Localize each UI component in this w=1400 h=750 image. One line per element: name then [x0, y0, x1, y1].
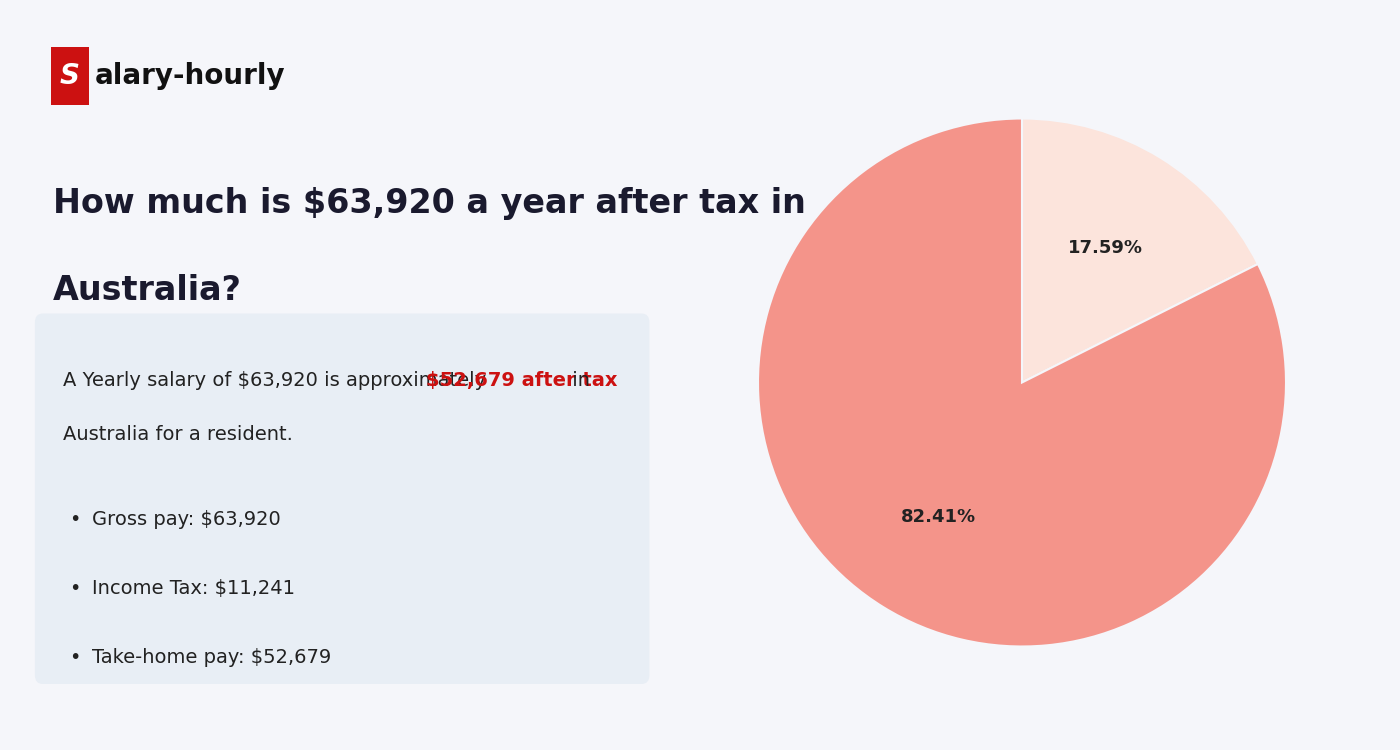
Text: 17.59%: 17.59% — [1068, 238, 1142, 256]
Text: in: in — [566, 371, 591, 390]
Text: $52,679 after tax: $52,679 after tax — [426, 371, 617, 390]
Text: Australia for a resident.: Australia for a resident. — [63, 425, 293, 444]
Text: •: • — [69, 579, 80, 598]
Legend: Income Tax, Take-home Pay: Income Tax, Take-home Pay — [850, 0, 1194, 6]
Text: Australia?: Australia? — [53, 274, 242, 307]
Text: How much is $63,920 a year after tax in: How much is $63,920 a year after tax in — [53, 188, 805, 220]
Text: •: • — [69, 648, 80, 667]
FancyBboxPatch shape — [52, 46, 90, 105]
Wedge shape — [1022, 118, 1257, 382]
Text: Take-home pay: $52,679: Take-home pay: $52,679 — [92, 648, 332, 667]
Text: A Yearly salary of $63,920 is approximately: A Yearly salary of $63,920 is approximat… — [63, 371, 491, 390]
Text: alary-hourly: alary-hourly — [95, 62, 286, 90]
Text: Income Tax: $11,241: Income Tax: $11,241 — [92, 579, 295, 598]
Wedge shape — [757, 118, 1287, 646]
Text: S: S — [59, 62, 78, 90]
Text: •: • — [69, 510, 80, 529]
FancyBboxPatch shape — [35, 314, 650, 684]
Text: 82.41%: 82.41% — [902, 509, 976, 526]
Text: Gross pay: $63,920: Gross pay: $63,920 — [92, 510, 281, 529]
